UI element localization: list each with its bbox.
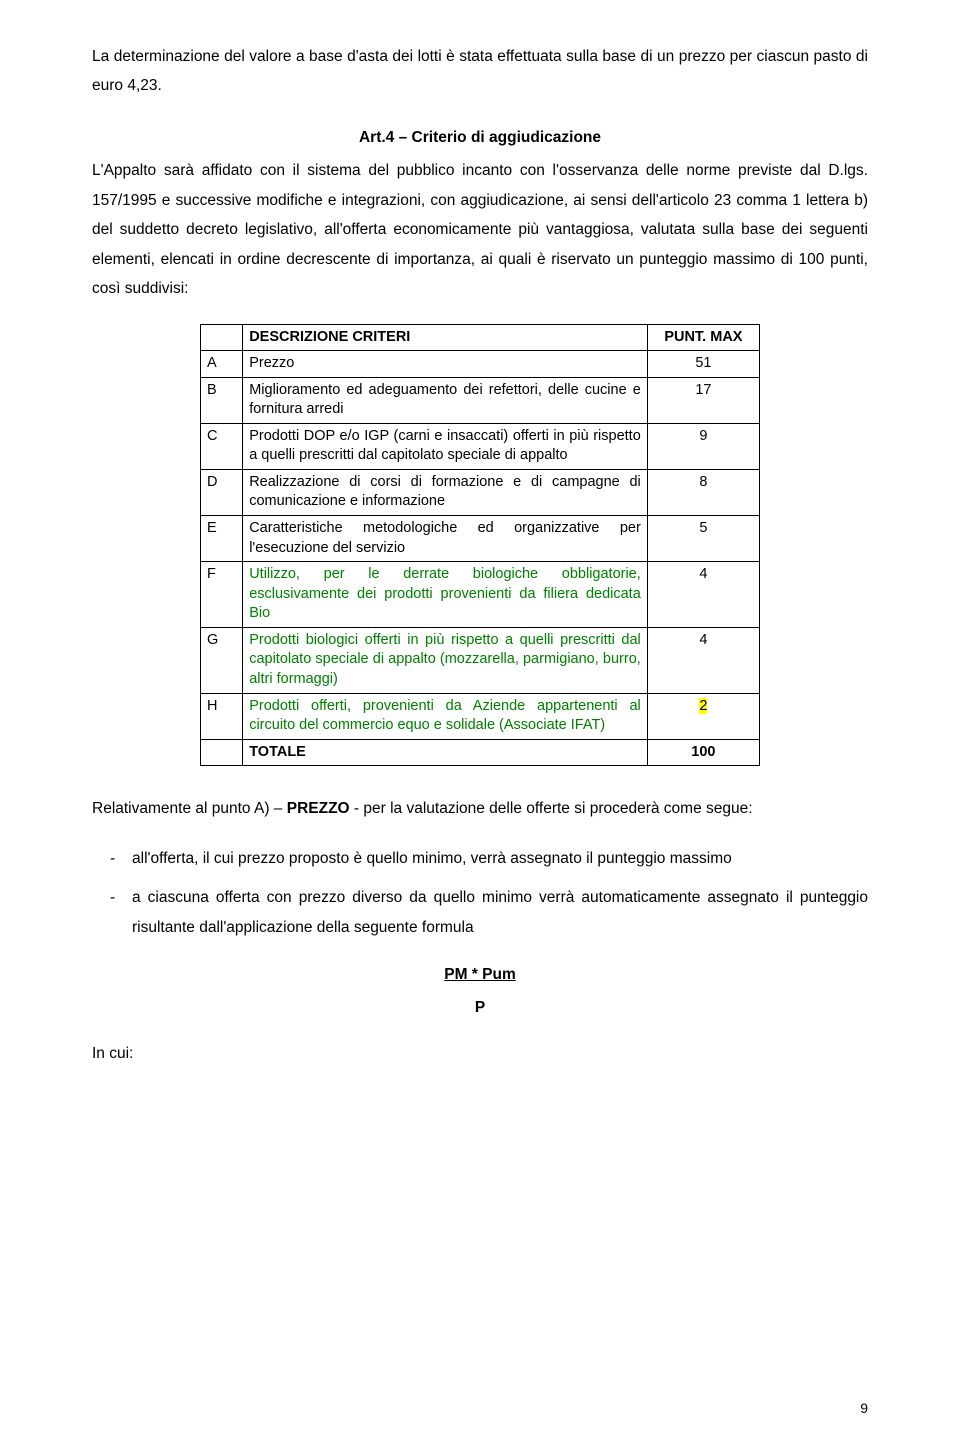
table-row: DRealizzazione di corsi di formazione e … bbox=[201, 469, 760, 515]
row-desc: Miglioramento ed adeguamento dei refetto… bbox=[243, 377, 648, 423]
row-desc: Utilizzo, per le derrate biologiche obbl… bbox=[243, 562, 648, 628]
table-row: GProdotti biologici offerti in più rispe… bbox=[201, 627, 760, 693]
row-pts: 9 bbox=[647, 423, 759, 469]
row-desc: Prodotti biologici offerti in più rispet… bbox=[243, 627, 648, 693]
row-letter: E bbox=[201, 516, 243, 562]
row-desc: Prodotti DOP e/o IGP (carni e insaccati)… bbox=[243, 423, 648, 469]
row-letter: A bbox=[201, 351, 243, 378]
total-label: TOTALE bbox=[243, 739, 648, 766]
row-pts: 4 bbox=[647, 627, 759, 693]
header-desc: DESCRIZIONE CRITERI bbox=[243, 324, 648, 351]
page-container: La determinazione del valore a base d'as… bbox=[0, 0, 960, 1446]
row-pts: 51 bbox=[647, 351, 759, 378]
row-letter: F bbox=[201, 562, 243, 628]
table-row: BMiglioramento ed adeguamento dei refett… bbox=[201, 377, 760, 423]
row-pts: 8 bbox=[647, 469, 759, 515]
header-blank bbox=[201, 324, 243, 351]
prezzo-prefix: Relativamente al punto A) – bbox=[92, 800, 287, 817]
row-letter: G bbox=[201, 627, 243, 693]
table-row: FUtilizzo, per le derrate biologiche obb… bbox=[201, 562, 760, 628]
row-desc: Caratteristiche metodologiche ed organiz… bbox=[243, 516, 648, 562]
prezzo-suffix: - per la valutazione delle offerte si pr… bbox=[350, 800, 753, 817]
row-desc: Prezzo bbox=[243, 351, 648, 378]
row-desc: Realizzazione di corsi di formazione e d… bbox=[243, 469, 648, 515]
page-number: 9 bbox=[860, 1395, 868, 1422]
row-pts: 4 bbox=[647, 562, 759, 628]
row-pts: 5 bbox=[647, 516, 759, 562]
table-header-row: DESCRIZIONE CRITERI PUNT. MAX bbox=[201, 324, 760, 351]
header-pts: PUNT. MAX bbox=[647, 324, 759, 351]
row-letter: C bbox=[201, 423, 243, 469]
table-total-row: TOTALE 100 bbox=[201, 739, 760, 766]
bullet-list: all'offerta, il cui prezzo proposto è qu… bbox=[92, 844, 868, 942]
table-row: HProdotti offerti, provenienti da Aziend… bbox=[201, 693, 760, 739]
row-pts: 2 bbox=[647, 693, 759, 739]
row-desc: Prodotti offerti, provenienti da Aziende… bbox=[243, 693, 648, 739]
formula-denominator: P bbox=[92, 993, 868, 1022]
row-letter: B bbox=[201, 377, 243, 423]
row-pts: 17 bbox=[647, 377, 759, 423]
paragraph-intro-2: L'Appalto sarà affidato con il sistema d… bbox=[92, 156, 868, 303]
total-pts: 100 bbox=[647, 739, 759, 766]
in-cui-label: In cui: bbox=[92, 1039, 868, 1068]
criteria-table: DESCRIZIONE CRITERI PUNT. MAX APrezzo51B… bbox=[200, 324, 760, 767]
formula-numerator: PM * Pum bbox=[92, 960, 868, 989]
table-row: CProdotti DOP e/o IGP (carni e insaccati… bbox=[201, 423, 760, 469]
row-letter: D bbox=[201, 469, 243, 515]
table-row: APrezzo51 bbox=[201, 351, 760, 378]
paragraph-prezzo-intro: Relativamente al punto A) – PREZZO - per… bbox=[92, 794, 868, 823]
prezzo-bold: PREZZO bbox=[287, 800, 350, 817]
bullet-item-2: a ciascuna offerta con prezzo diverso da… bbox=[92, 883, 868, 942]
row-letter: H bbox=[201, 693, 243, 739]
table-row: ECaratteristiche metodologiche ed organi… bbox=[201, 516, 760, 562]
total-blank bbox=[201, 739, 243, 766]
article-heading: Art.4 – Criterio di aggiudicazione bbox=[92, 123, 868, 152]
paragraph-intro-1: La determinazione del valore a base d'as… bbox=[92, 42, 868, 101]
bullet-item-1: all'offerta, il cui prezzo proposto è qu… bbox=[92, 844, 868, 873]
